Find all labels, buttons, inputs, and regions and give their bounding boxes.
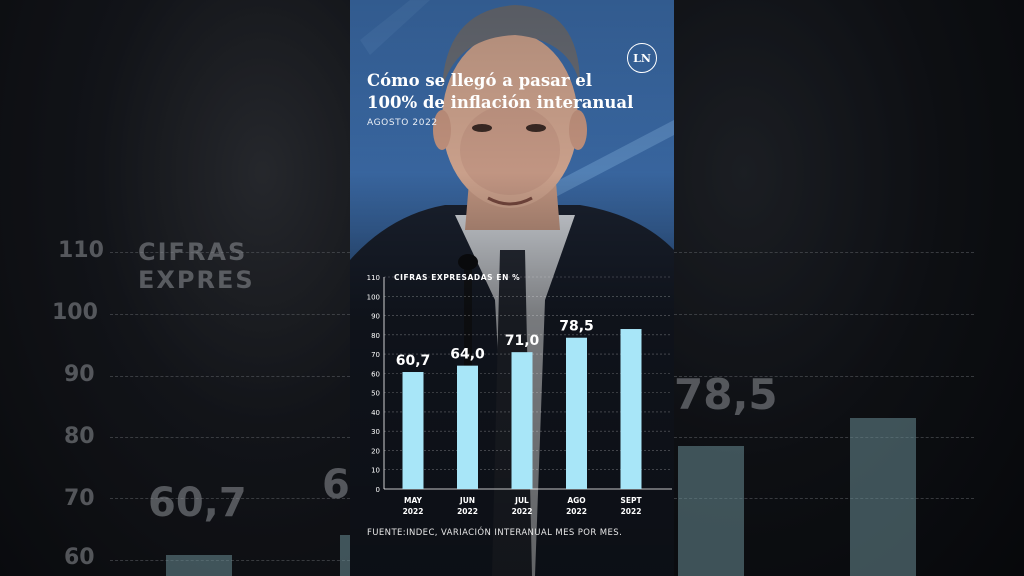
y-tick-label: 110 (367, 274, 380, 282)
ghost-value-607: 60,7 (148, 480, 247, 526)
y-tick-label: 20 (371, 447, 380, 455)
bar (566, 337, 587, 489)
page-title: Cómo se llegó a pasar el 100% de inflaci… (367, 70, 637, 114)
bar (620, 329, 642, 489)
title-line-2: 100% de inflación interanual (367, 93, 634, 112)
ghost-tick-60: 60 (64, 545, 95, 570)
x-tick-label: 2022 (403, 507, 424, 516)
y-tick-label: 0 (376, 486, 380, 494)
x-tick-label: 2022 (512, 507, 533, 516)
y-tick-label: 90 (371, 313, 380, 321)
bar-value-label: 78,5 (559, 319, 594, 335)
inflation-bar-chart: 0 10 20 30 40 50 60 70 80 90 100 110 CIFRAS EXPRESAD… (350, 265, 674, 525)
video-frame: LN Cómo se llegó a pasar el 100% de infl… (350, 0, 674, 576)
bar (511, 352, 533, 489)
x-tick-label: SEPT (620, 496, 642, 505)
page-subtitle: AGOSTO 2022 (367, 118, 438, 128)
ghost-tick-80: 80 (64, 424, 95, 449)
chart-title: CIFRAS EXPRESADAS EN % (394, 273, 520, 282)
background-left: 110 100 90 80 70 60 CIFRAS EXPRES 60,7 6 (0, 0, 350, 576)
ghost-tick-100: 100 (52, 300, 98, 325)
title-line-1: Cómo se llegó a pasar el (367, 71, 593, 90)
y-tick-label: 80 (371, 332, 380, 340)
ghost-tick-90: 90 (64, 362, 95, 387)
y-tick-label: 100 (367, 293, 380, 301)
ghost-tick-70: 70 (64, 486, 95, 511)
y-tick-label: 30 (371, 428, 380, 436)
y-tick-label: 50 (371, 390, 380, 398)
x-tick-label: 2022 (457, 507, 478, 516)
background-right: 78,5 (674, 0, 1024, 576)
x-tick-label: JUN (459, 496, 475, 505)
chart-svg: 0 10 20 30 40 50 60 70 80 90 100 110 CIFRAS EXPRESAD… (367, 273, 672, 516)
x-tick-label: 2022 (566, 507, 587, 516)
x-tick-label: MAY (404, 496, 423, 505)
bar (457, 365, 478, 489)
x-tick-label: AGO (567, 496, 585, 505)
y-tick-label: 60 (371, 370, 380, 378)
ghost-value-785: 78,5 (674, 370, 778, 419)
bar-value-label: 64,0 (450, 347, 485, 363)
ln-logo: LN (627, 43, 657, 73)
ghost-heading: CIFRAS EXPRES (138, 238, 255, 294)
y-tick-label: 40 (371, 409, 380, 417)
ghost-tick-110: 110 (58, 238, 104, 263)
bar (402, 372, 424, 489)
x-tick-label: JUL (514, 496, 529, 505)
y-tick-label: 70 (371, 351, 380, 359)
y-tick-label: 10 (371, 467, 380, 475)
x-tick-label: 2022 (621, 507, 642, 516)
source-note: FUENTE:INDEC, VARIACIÓN INTERANUAL MES P… (367, 528, 623, 538)
ghost-value-64: 6 (322, 462, 350, 508)
bar-value-label: 60,7 (396, 353, 431, 369)
bar-value-label: 71,0 (505, 333, 540, 349)
